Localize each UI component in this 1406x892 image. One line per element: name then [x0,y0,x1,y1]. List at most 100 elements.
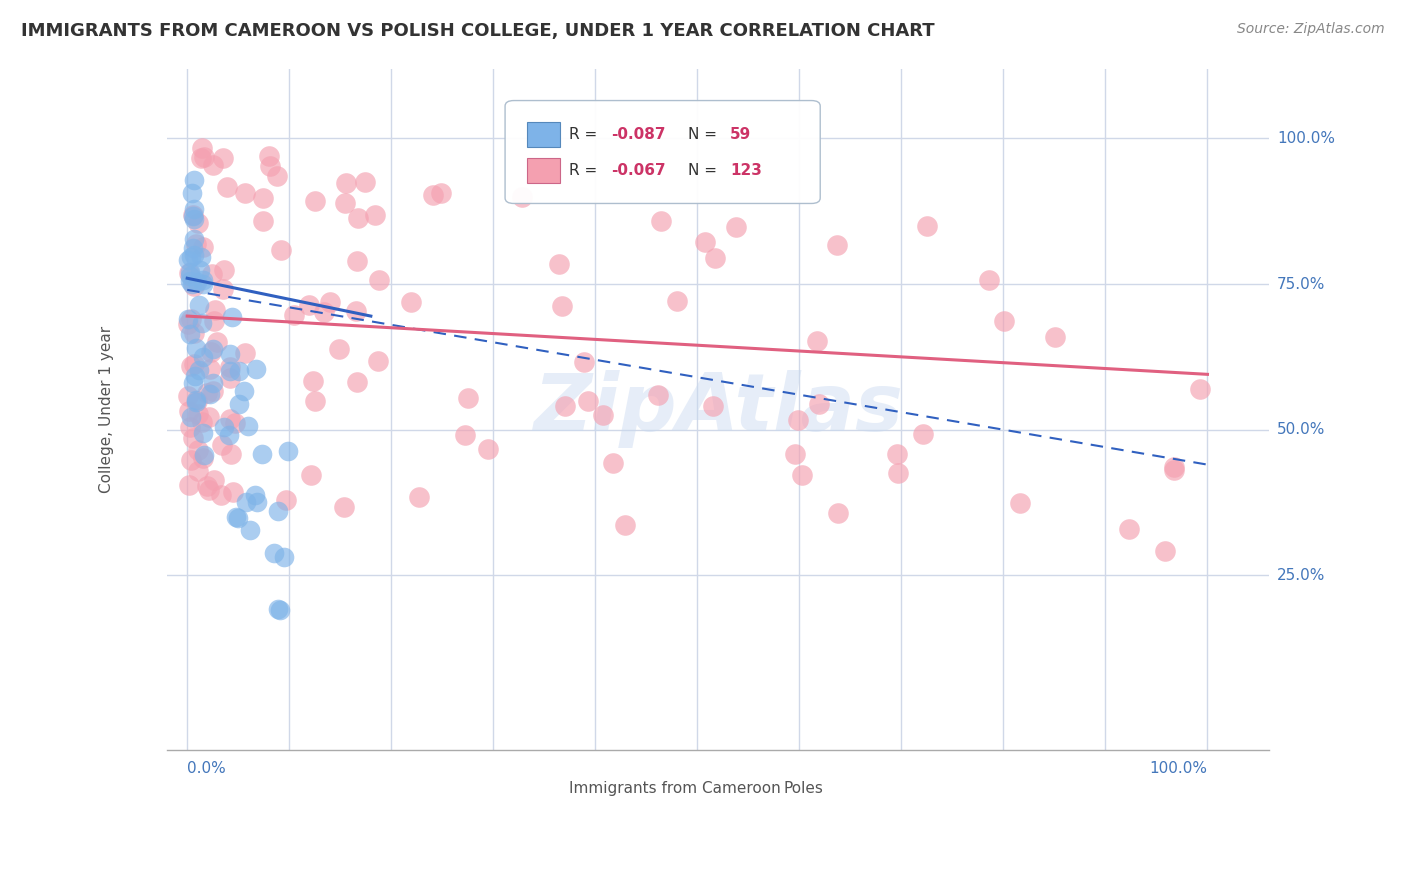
Point [430,186,453,200]
Point [252,214,274,228]
Point [401,295,423,310]
Point [183,278,205,293]
Point [193,426,215,441]
Point [219,346,242,360]
Point [191,351,214,365]
Point [186,275,208,289]
Point [576,394,599,409]
Point [190,152,212,166]
Point [266,602,288,616]
Point [177,252,200,267]
Point [298,298,321,312]
Point [269,603,291,617]
Point [454,427,477,442]
Point [283,308,305,322]
Point [267,504,290,518]
Point [364,208,387,222]
Point [191,273,214,287]
Point [218,371,240,385]
Text: 100.0%: 100.0% [1277,131,1334,146]
Text: College, Under 1 year: College, Under 1 year [98,326,114,493]
Point [783,447,806,461]
Point [179,327,201,342]
Point [252,191,274,205]
Point [193,448,215,462]
Point [236,419,259,434]
Point [1188,383,1211,397]
Point [408,490,430,504]
Point [346,254,368,268]
Point [183,431,205,445]
Point [477,442,499,457]
Point [266,169,288,183]
Point [319,294,342,309]
Point [181,208,204,222]
Point [179,420,201,434]
Text: R =: R = [569,163,602,178]
Point [181,376,204,391]
Point [344,303,367,318]
Point [217,180,239,194]
Point [211,281,233,295]
Text: -0.087: -0.087 [610,128,665,142]
Point [184,368,207,383]
Point [183,211,205,226]
Point [191,277,214,291]
Point [225,509,247,524]
Point [202,314,225,328]
Point [574,355,596,369]
Point [233,384,256,398]
Point [695,235,717,249]
Point [183,326,205,340]
Text: 0.0%: 0.0% [187,761,226,775]
Point [183,232,205,246]
Point [243,488,266,502]
Point [886,447,908,461]
Point [201,343,224,357]
Point [184,341,207,355]
Point [179,265,201,279]
Point [1008,496,1031,510]
Point [207,334,229,349]
Point [548,257,571,271]
Point [219,412,242,426]
Point [198,362,221,376]
Point [239,523,262,537]
Point [180,311,202,326]
Point [725,219,748,234]
Point [665,293,688,308]
Bar [527,122,560,147]
Point [1163,459,1185,474]
Point [228,363,250,377]
Point [273,550,295,565]
Point [183,173,205,187]
Point [790,467,813,482]
Point [825,238,848,252]
Point [201,158,224,172]
Text: ZipAtlas: ZipAtlas [533,370,903,449]
Point [246,495,269,509]
Point [224,417,246,431]
Point [512,190,534,204]
Text: Source: ZipAtlas.com: Source: ZipAtlas.com [1237,22,1385,37]
Point [183,202,205,216]
Point [354,175,377,189]
Point [304,394,326,409]
Point [554,399,576,413]
Point [201,268,224,282]
Point [186,395,208,409]
Point [212,420,235,434]
Point [191,451,214,466]
Text: Poles: Poles [785,781,824,797]
Point [786,412,808,426]
Point [195,386,218,401]
Point [200,345,222,359]
Point [177,318,200,332]
Point [221,310,243,325]
Bar [751,780,775,797]
Point [1153,544,1175,558]
Point [917,219,939,234]
Point [259,159,281,173]
Point [650,214,672,228]
Point [304,194,326,208]
